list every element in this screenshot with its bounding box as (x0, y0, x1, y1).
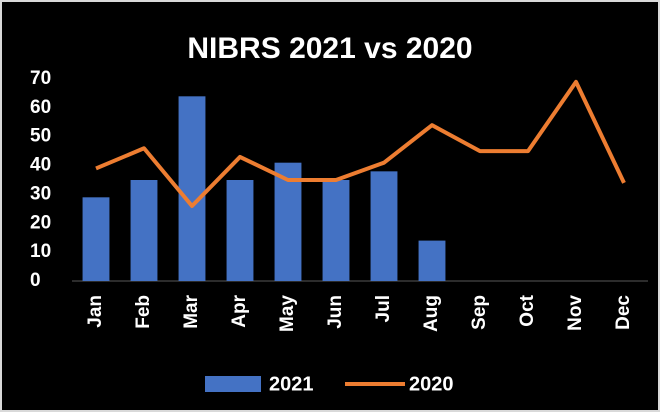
legend-swatch (205, 376, 261, 392)
bar (274, 162, 302, 281)
bar (370, 171, 398, 281)
x-tick-label: Aug (421, 295, 442, 332)
y-tick-label: 50 (30, 126, 51, 147)
x-tick-label: Apr (229, 294, 250, 327)
x-tick-label: Jan (85, 295, 106, 328)
x-tick-label: Feb (133, 295, 154, 329)
legend-label: 2020 (409, 373, 454, 395)
x-tick-label: Mar (181, 294, 202, 328)
y-tick-label: 70 (30, 68, 51, 89)
x-tick-label: Dec (613, 295, 634, 330)
bar (130, 180, 158, 281)
y-tick-label: 40 (30, 155, 51, 176)
bar (418, 240, 446, 281)
x-tick-label: Oct (517, 294, 538, 326)
x-tick-label: Nov (565, 295, 586, 331)
legend-label: 2021 (269, 373, 314, 395)
y-tick-label: 60 (30, 97, 51, 118)
bar (226, 180, 254, 281)
y-tick-label: 20 (30, 212, 51, 233)
line (95, 79, 626, 208)
y-tick-label: 30 (30, 183, 51, 204)
bar (322, 180, 350, 281)
bar (178, 96, 206, 281)
y-tick-label: 10 (30, 241, 51, 262)
x-tick-label: Jun (325, 295, 346, 329)
x-tick-label: Sep (469, 295, 490, 330)
x-tick-label: May (277, 295, 298, 332)
y-tick-label: 0 (30, 270, 41, 291)
x-tick-label: Jul (373, 295, 394, 322)
bar (82, 197, 110, 281)
chart-title: NIBRS 2021 vs 2020 (187, 32, 472, 65)
